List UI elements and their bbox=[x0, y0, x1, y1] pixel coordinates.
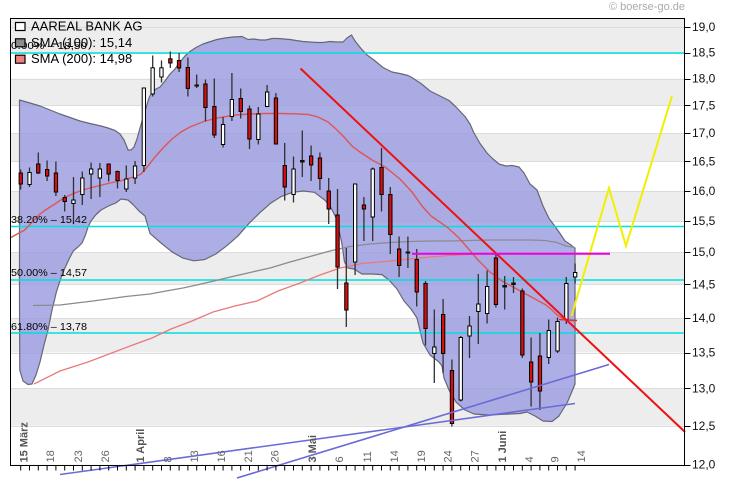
svg-text:16,0: 16,0 bbox=[692, 184, 716, 198]
svg-text:14,5: 14,5 bbox=[692, 278, 716, 292]
svg-text:SMA (100): 15,14: SMA (100): 15,14 bbox=[31, 35, 132, 50]
svg-text:16,5: 16,5 bbox=[692, 155, 716, 169]
svg-text:18,5: 18,5 bbox=[692, 46, 716, 60]
svg-text:18: 18 bbox=[45, 450, 57, 462]
svg-text:18,0: 18,0 bbox=[692, 72, 716, 86]
svg-text:0.00% – 18,50: 0.00% – 18,50 bbox=[11, 40, 87, 52]
svg-text:21: 21 bbox=[243, 450, 255, 462]
svg-text:24: 24 bbox=[443, 450, 455, 462]
svg-text:© boerse-go.de: © boerse-go.de bbox=[609, 1, 685, 13]
svg-text:13,5: 13,5 bbox=[692, 346, 716, 360]
svg-text:SMA (200): 14,98: SMA (200): 14,98 bbox=[31, 51, 132, 66]
svg-text:15,5: 15,5 bbox=[692, 214, 716, 228]
svg-text:16: 16 bbox=[216, 450, 228, 462]
svg-text:27: 27 bbox=[470, 450, 482, 462]
svg-text:6: 6 bbox=[334, 456, 346, 462]
svg-text:38.20% – 15,42: 38.20% – 15,42 bbox=[11, 214, 87, 226]
svg-text:15,0: 15,0 bbox=[692, 245, 716, 259]
svg-text:9: 9 bbox=[550, 456, 562, 462]
svg-text:13: 13 bbox=[189, 450, 201, 462]
svg-text:26: 26 bbox=[100, 450, 112, 462]
svg-text:19,0: 19,0 bbox=[692, 20, 716, 34]
svg-text:12,0: 12,0 bbox=[692, 458, 716, 472]
svg-text:13,0: 13,0 bbox=[692, 381, 716, 395]
svg-text:14,0: 14,0 bbox=[692, 311, 716, 325]
svg-text:26: 26 bbox=[270, 450, 282, 462]
svg-text:23: 23 bbox=[73, 450, 85, 462]
svg-text:1 April: 1 April bbox=[135, 429, 147, 463]
svg-text:4: 4 bbox=[524, 456, 536, 462]
svg-text:17,5: 17,5 bbox=[692, 99, 716, 113]
svg-text:15 März: 15 März bbox=[18, 422, 30, 463]
svg-text:1 Juni: 1 Juni bbox=[497, 431, 509, 463]
svg-text:61.80% – 13,78: 61.80% – 13,78 bbox=[11, 321, 87, 333]
svg-text:14: 14 bbox=[576, 450, 588, 462]
svg-text:11: 11 bbox=[362, 451, 374, 462]
svg-text:17,0: 17,0 bbox=[692, 126, 716, 140]
svg-text:12,5: 12,5 bbox=[692, 419, 716, 433]
svg-text:50.00% – 14,57: 50.00% – 14,57 bbox=[11, 267, 87, 279]
svg-text:3 Mai: 3 Mai bbox=[307, 435, 319, 463]
svg-text:19: 19 bbox=[416, 450, 428, 462]
svg-text:14: 14 bbox=[389, 450, 401, 462]
svg-text:8: 8 bbox=[162, 456, 174, 462]
svg-text:AAREAL BANK AG: AAREAL BANK AG bbox=[31, 19, 143, 34]
